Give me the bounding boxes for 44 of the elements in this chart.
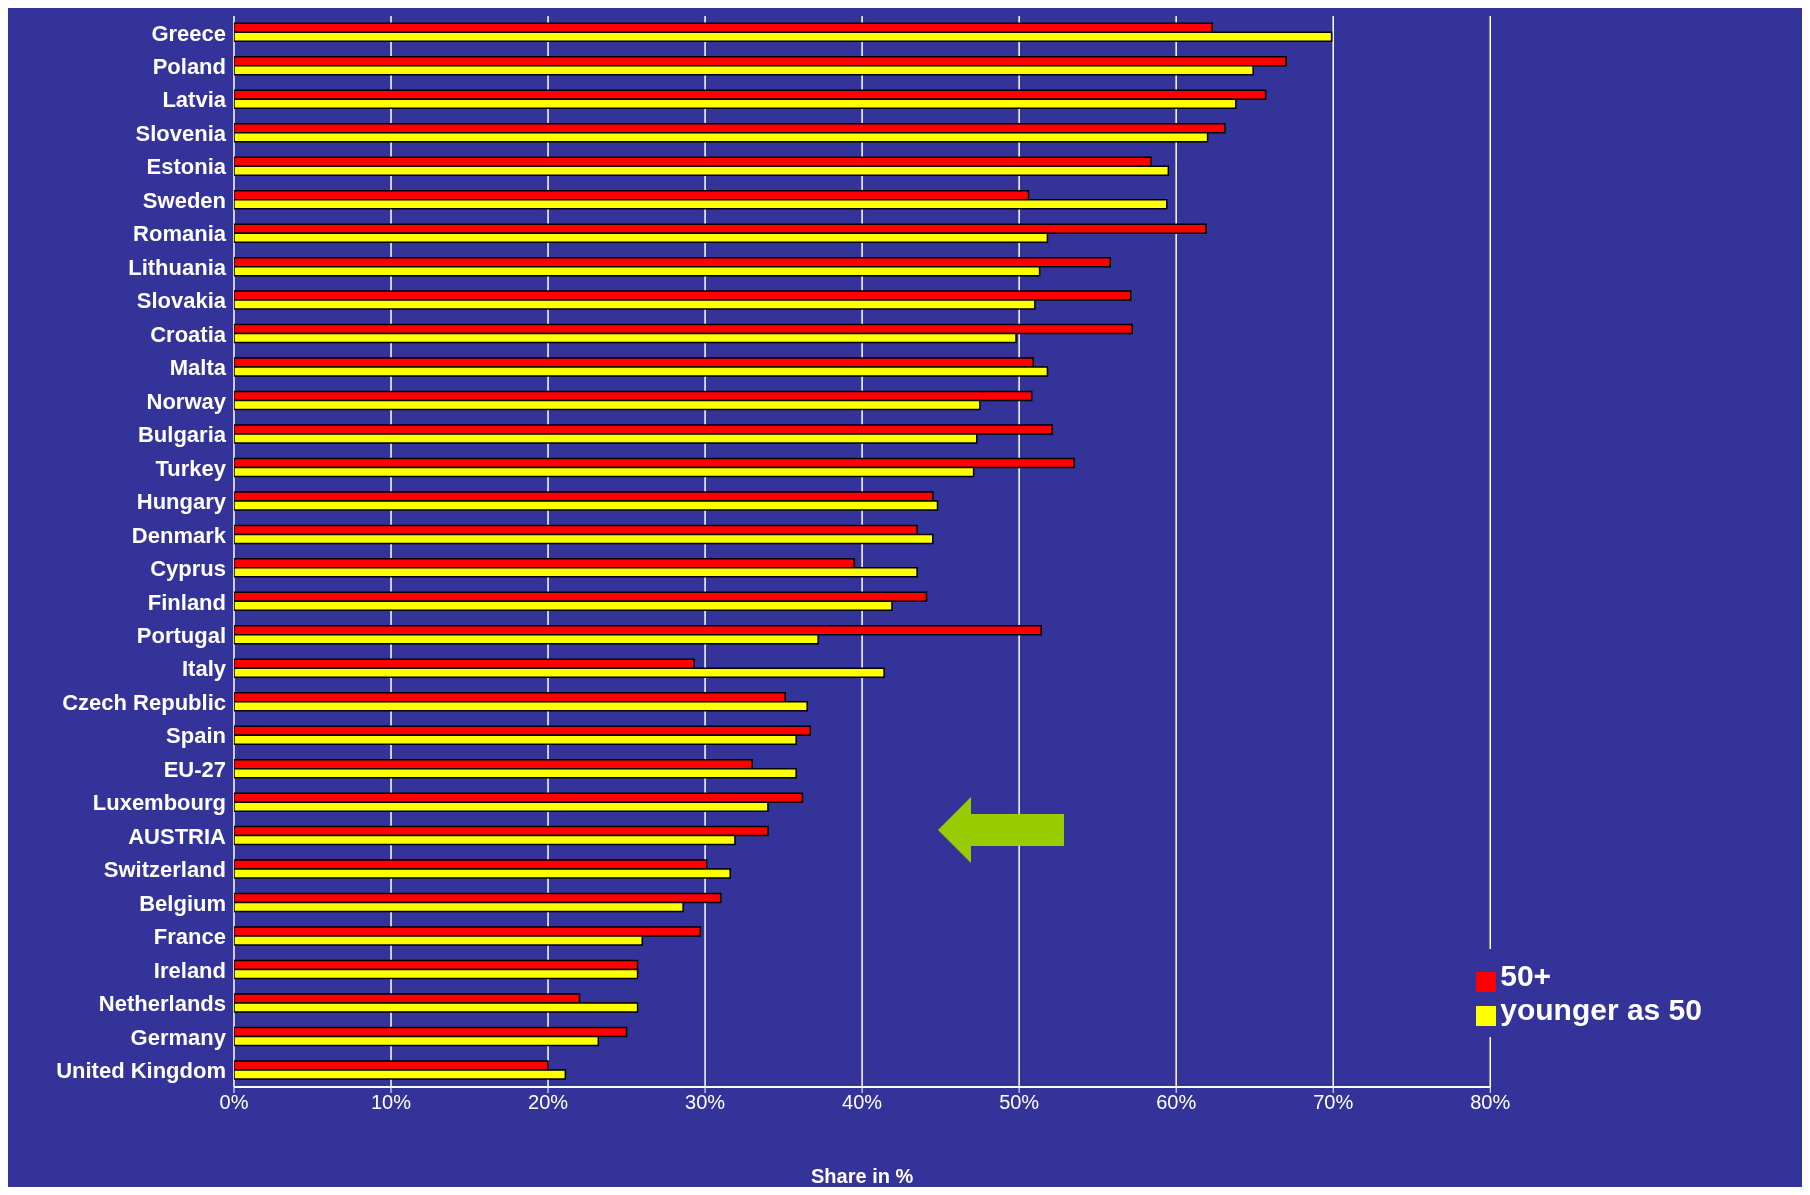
x-tick-label: 30% — [685, 1091, 726, 1114]
y-tick-label: AUSTRIA — [128, 823, 227, 849]
legend-label: younger as 50 — [1500, 993, 1702, 1026]
y-tick-label: Portugal — [136, 622, 226, 648]
y-tick-label: Bulgaria — [137, 422, 227, 448]
y-tick-label: Denmark — [131, 522, 227, 548]
y-tick-label: France — [153, 924, 226, 950]
x-tick-label: 20% — [528, 1091, 569, 1114]
y-tick-label: Slovakia — [136, 288, 227, 314]
y-tick-label: Estonia — [146, 154, 227, 180]
y-tick-label: Hungary — [136, 489, 227, 515]
x-axis-title: Share in % — [810, 1165, 914, 1187]
y-tick-label: Switzerland — [103, 857, 226, 883]
y-tick-label: Netherlands — [98, 991, 226, 1017]
x-tick-label: 0% — [219, 1091, 249, 1114]
y-tick-label: United Kingdom — [56, 1058, 226, 1084]
y-tick-label: Czech Republic — [62, 689, 226, 715]
y-tick-label: Cyprus — [150, 556, 226, 582]
x-tick-label: 40% — [842, 1091, 883, 1114]
y-tick-label: Turkey — [155, 455, 227, 481]
y-tick-label: Poland — [152, 54, 226, 80]
y-tick-label: Ireland — [153, 957, 226, 983]
y-tick-label: Croatia — [150, 321, 227, 347]
x-tick-label: 60% — [1156, 1091, 1197, 1114]
y-tick-label: Finland — [147, 589, 226, 615]
y-tick-label: Luxembourg — [92, 790, 226, 816]
legend-label: 50+ — [1500, 959, 1552, 992]
y-tick-label: Belgium — [139, 890, 226, 916]
y-tick-label: Norway — [146, 388, 227, 414]
y-tick-label: Greece — [151, 20, 226, 46]
x-tick-label: 50% — [999, 1091, 1040, 1114]
y-tick-label: Romania — [133, 221, 227, 247]
y-tick-label: Malta — [169, 355, 227, 381]
y-tick-label: Sweden — [142, 187, 226, 213]
x-tick-label: 80% — [1470, 1091, 1511, 1114]
x-tick-label: 70% — [1313, 1091, 1354, 1114]
y-tick-label: Italy — [181, 656, 227, 682]
x-tick-label: 10% — [371, 1091, 412, 1114]
y-tick-label: Spain — [166, 723, 226, 749]
y-tick-label: Lithuania — [128, 254, 227, 280]
y-tick-label: EU-27 — [163, 756, 226, 782]
y-tick-label: Germany — [130, 1024, 227, 1050]
y-tick-label: Slovenia — [135, 120, 227, 146]
y-tick-label: Latvia — [162, 87, 227, 113]
